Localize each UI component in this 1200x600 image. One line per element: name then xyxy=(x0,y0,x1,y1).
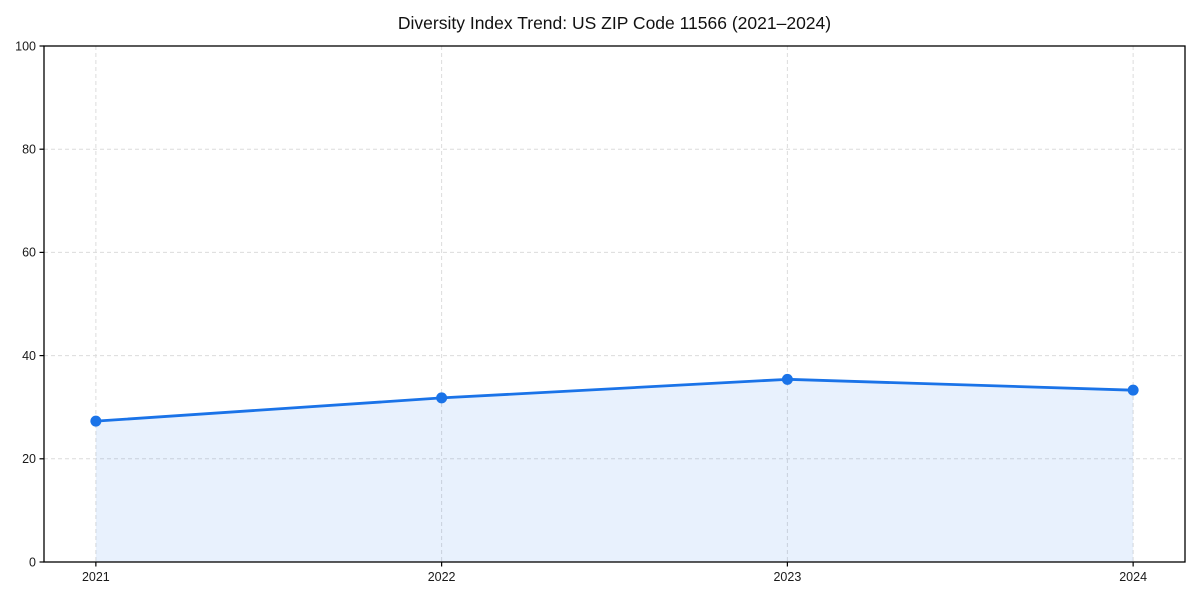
y-tick-label: 20 xyxy=(22,452,36,466)
y-tick-label: 40 xyxy=(22,349,36,363)
plot-border xyxy=(43,45,1186,563)
data-point-2021 xyxy=(90,415,102,427)
x-tick-label: 2021 xyxy=(82,570,110,584)
chart-title: Diversity Index Trend: US ZIP Code 11566… xyxy=(398,13,831,33)
x-tick-label: 2022 xyxy=(428,570,456,584)
y-tick-label: 100 xyxy=(15,39,36,53)
series-layer xyxy=(90,373,1139,562)
y-tick-label: 80 xyxy=(22,142,36,156)
axes-layer xyxy=(39,45,1186,567)
y-tick-label: 0 xyxy=(29,555,36,569)
data-point-2024 xyxy=(1127,384,1139,396)
x-tick-label: 2023 xyxy=(773,570,801,584)
grid-layer xyxy=(44,46,1185,562)
x-tick-label: 2024 xyxy=(1119,570,1147,584)
trend-line xyxy=(94,377,1135,423)
label-layer: 0 20 40 60 80 100 2021 2022 2023 2024 xyxy=(15,39,1147,584)
data-point-2023 xyxy=(781,373,793,385)
y-tick-label: 60 xyxy=(22,246,36,260)
area-fill xyxy=(95,379,1134,562)
data-point-2022 xyxy=(436,392,448,404)
